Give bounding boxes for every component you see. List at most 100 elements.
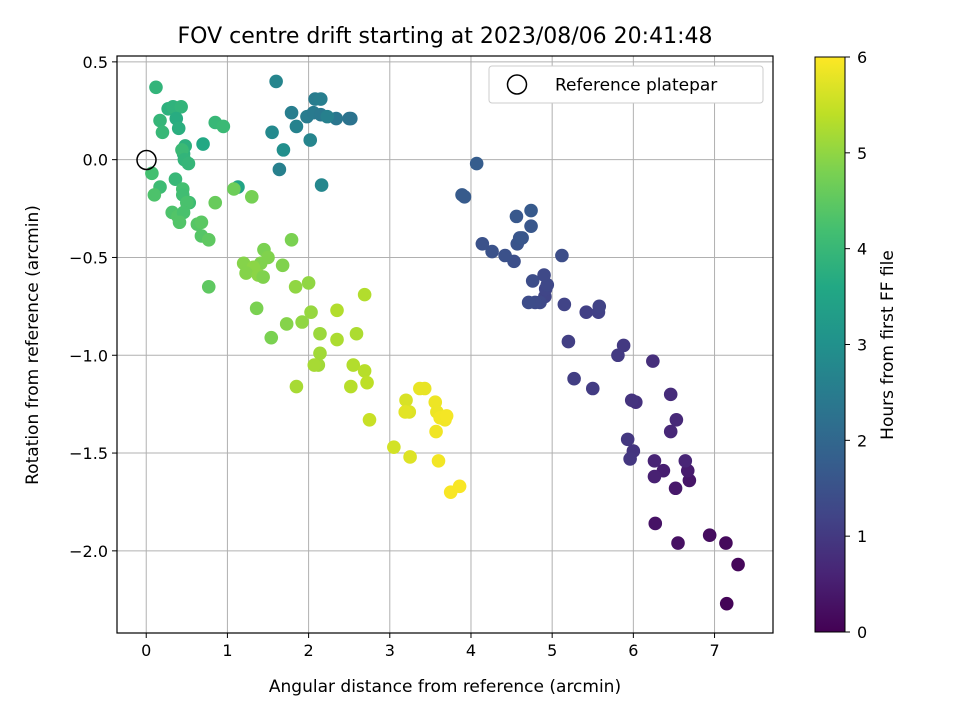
- data-point: [276, 143, 291, 157]
- data-point: [147, 188, 162, 202]
- data-point: [330, 332, 344, 347]
- data-point: [624, 393, 639, 408]
- data-point: [475, 236, 490, 251]
- legend-box: [488, 65, 764, 104]
- x-tick-label: 4: [466, 641, 476, 660]
- colorbar-tick-label: 6: [857, 48, 867, 67]
- data-point: [731, 557, 745, 572]
- data-point: [719, 596, 734, 611]
- data-point: [469, 156, 484, 171]
- data-point: [313, 326, 327, 341]
- data-point: [525, 274, 540, 288]
- y-tick-label: −1.0: [69, 346, 108, 365]
- x-axis-label: Angular distance from reference (arcmin): [269, 677, 621, 697]
- data-point: [357, 287, 372, 302]
- y-tick-label: −1.5: [69, 444, 108, 463]
- data-point: [663, 387, 678, 402]
- data-point: [457, 190, 472, 204]
- reference-platepar-marker: [136, 149, 157, 171]
- data-point: [611, 348, 625, 363]
- colorbar-tick-label: 3: [857, 336, 867, 355]
- y-tick-label: 0.5: [83, 53, 108, 72]
- data-point: [307, 358, 322, 372]
- data-point: [244, 190, 259, 204]
- data-point: [429, 424, 443, 439]
- data-point: [284, 105, 299, 120]
- data-point: [301, 276, 316, 290]
- data-point: [403, 450, 417, 464]
- data-point: [671, 536, 685, 550]
- data-point: [303, 133, 318, 147]
- data-point: [171, 121, 186, 136]
- data-point: [399, 393, 413, 408]
- y-axis-ticks: 0.5 0.0 −0.5 −1.0 −1.5 −2.0: [69, 53, 117, 561]
- data-point: [387, 440, 401, 454]
- data-point: [289, 379, 304, 394]
- data-point: [498, 248, 512, 263]
- x-tick-label: 2: [304, 641, 314, 660]
- data-point: [623, 452, 637, 466]
- colorbar-label: Hours from first FF file: [878, 250, 898, 440]
- data-point: [269, 74, 283, 89]
- data-point: [579, 305, 594, 320]
- data-point: [314, 178, 329, 192]
- data-point: [208, 195, 223, 210]
- colorbar-ticks: 0 1 2 3 4 5 6: [845, 48, 867, 642]
- data-point: [620, 432, 635, 447]
- data-point: [295, 315, 309, 329]
- data-point: [261, 250, 275, 265]
- data-point: [275, 258, 290, 273]
- data-point: [239, 266, 253, 280]
- data-point: [264, 330, 279, 345]
- x-tick-label: 1: [222, 641, 232, 660]
- plot-frame: [116, 55, 774, 634]
- data-point: [585, 381, 600, 396]
- data-point: [168, 172, 183, 187]
- data-point: [678, 454, 693, 468]
- data-point: [669, 413, 684, 427]
- data-point: [279, 317, 294, 331]
- data-point: [524, 219, 538, 233]
- legend: Reference platepar: [488, 65, 764, 104]
- data-point: [357, 364, 372, 378]
- data-point: [313, 92, 328, 106]
- data-point: [194, 215, 209, 230]
- x-tick-label: 3: [385, 641, 395, 660]
- data-point: [537, 268, 551, 282]
- grid-lines: [117, 56, 773, 633]
- data-point: [201, 233, 216, 247]
- data-point: [201, 280, 216, 294]
- data-point: [344, 379, 358, 394]
- data-point: [663, 424, 678, 439]
- data-point: [330, 303, 344, 318]
- data-point: [349, 326, 364, 341]
- data-points: [145, 74, 745, 611]
- data-point: [360, 375, 374, 390]
- data-point: [289, 119, 304, 134]
- data-point: [149, 80, 163, 95]
- data-point: [155, 125, 170, 140]
- data-point: [647, 469, 662, 484]
- data-point: [313, 346, 327, 361]
- data-point: [431, 454, 446, 468]
- data-point: [362, 413, 377, 427]
- data-point: [439, 409, 454, 423]
- data-point: [398, 405, 413, 419]
- data-point: [174, 100, 188, 114]
- colorbar-tick-label: 4: [857, 240, 867, 259]
- data-point: [196, 137, 210, 151]
- y-axis-label: Rotation from reference (arcmin): [23, 205, 43, 485]
- x-tick-label: 0: [141, 641, 151, 660]
- data-point: [344, 111, 358, 126]
- x-axis-ticks: 0 1 2 3 4 5 6 7: [141, 633, 720, 660]
- data-point: [668, 481, 683, 496]
- x-tick-label: 7: [709, 641, 719, 660]
- data-point: [561, 334, 576, 349]
- colorbar-tick-label: 2: [857, 431, 867, 450]
- data-point: [304, 305, 318, 320]
- colorbar-tick-label: 5: [857, 144, 867, 163]
- data-point: [647, 454, 662, 468]
- legend-marker-icon: [506, 74, 528, 95]
- x-tick-label: 5: [547, 641, 557, 660]
- data-point: [555, 248, 569, 263]
